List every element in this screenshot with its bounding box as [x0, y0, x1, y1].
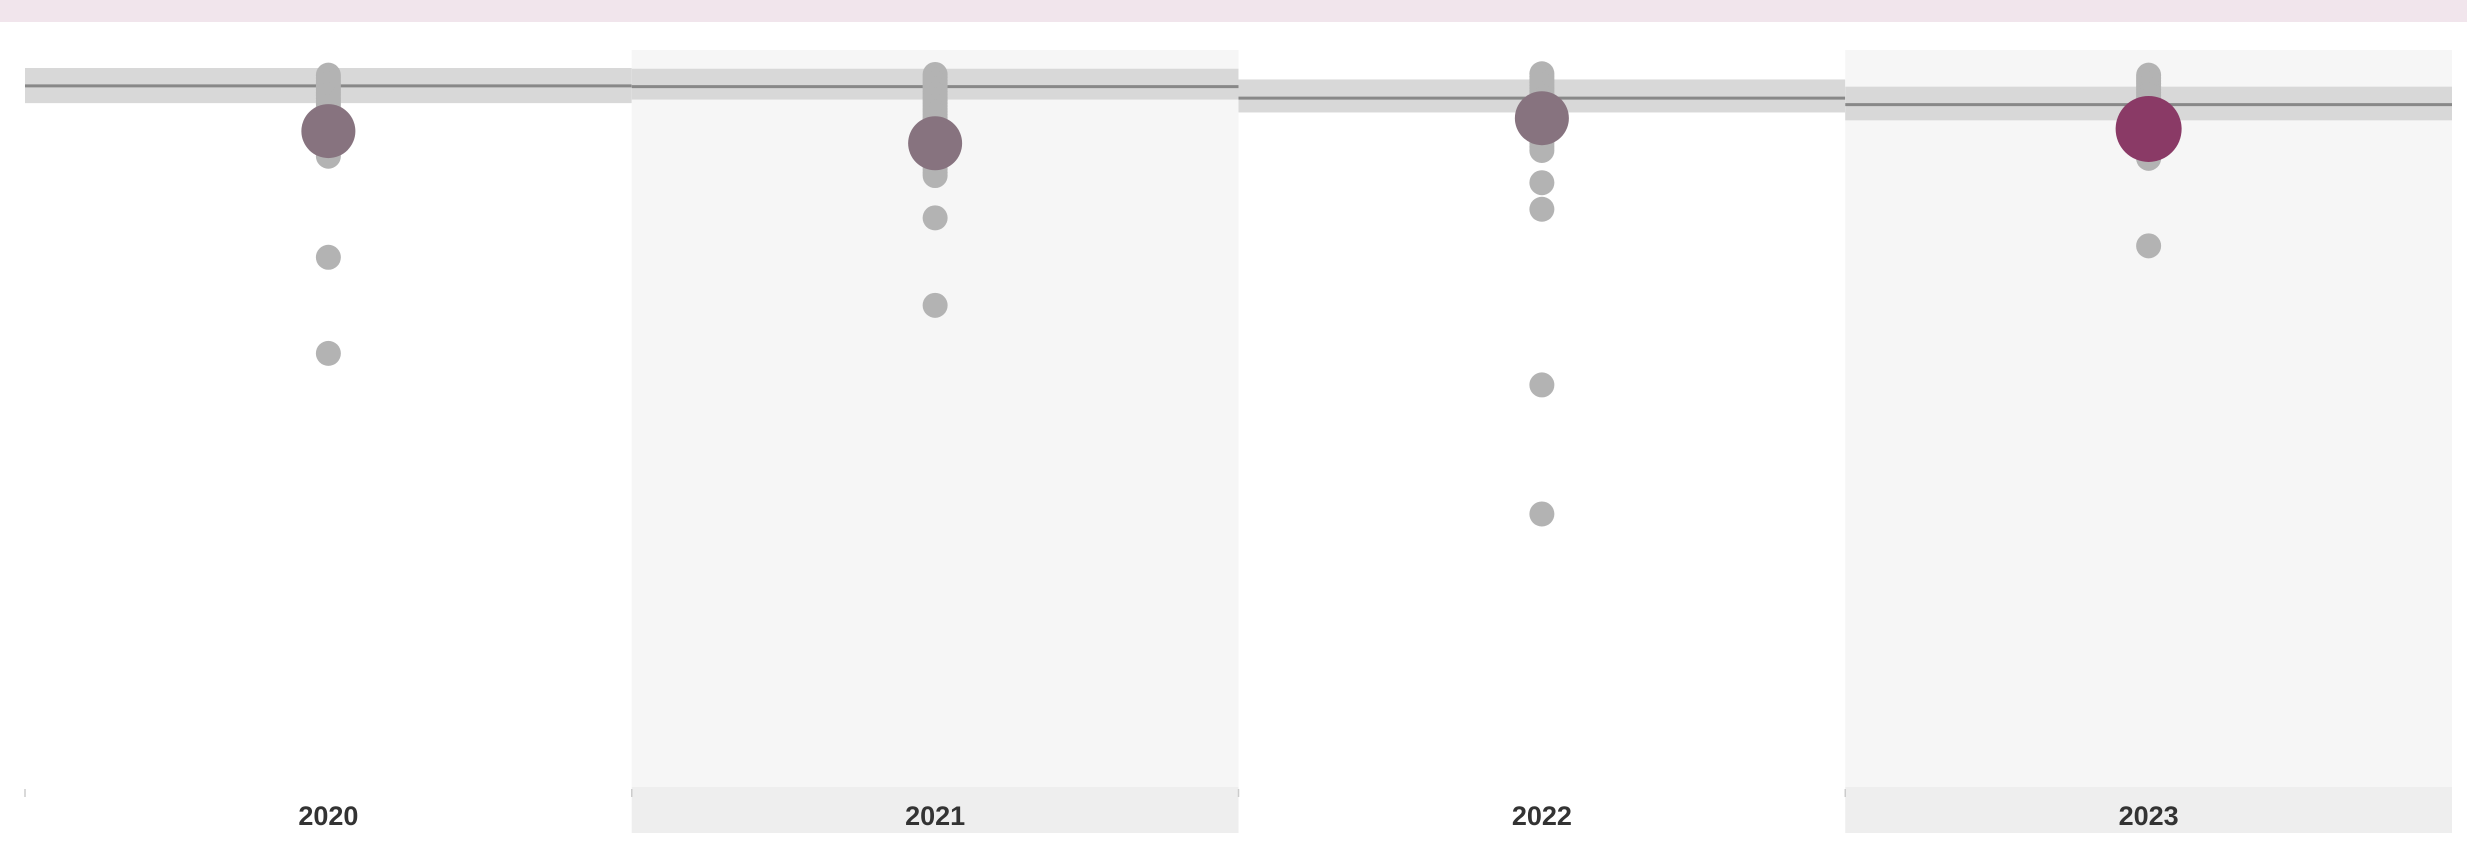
data-point	[315, 340, 341, 366]
data-point	[2136, 233, 2162, 259]
panel-shade	[1845, 50, 2452, 787]
axis-label-band	[631, 787, 1239, 833]
data-point	[1529, 501, 1555, 527]
panel-2022: 2022	[1237, 61, 1846, 831]
x-tick-label: 2023	[2119, 801, 2179, 831]
panel-2021: 2021	[631, 50, 1239, 833]
top-accent-bar	[0, 0, 2467, 22]
highlight-point	[2115, 95, 2182, 162]
axis-label-band	[1845, 787, 2452, 833]
highlight-point	[1514, 91, 1569, 146]
data-point	[1529, 372, 1555, 398]
data-point	[1529, 170, 1555, 196]
data-point	[1529, 196, 1555, 222]
data-point	[315, 244, 341, 270]
x-tick-label: 2021	[905, 801, 965, 831]
panel-2023: 2023	[1844, 50, 2452, 833]
x-tick-label: 2020	[298, 801, 358, 831]
x-tick-label: 2022	[1512, 801, 1572, 831]
data-point	[922, 205, 948, 231]
highlight-point	[908, 116, 963, 171]
highlight-point	[301, 104, 356, 159]
panel-2020: 2020	[24, 62, 632, 831]
data-point	[922, 292, 948, 318]
